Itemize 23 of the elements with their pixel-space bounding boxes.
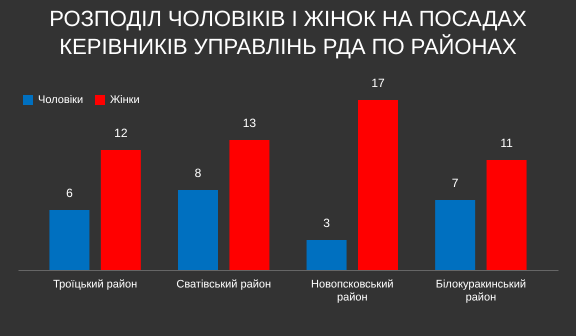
bar — [306, 240, 347, 270]
bar — [178, 190, 218, 270]
bar — [49, 210, 90, 270]
bar — [229, 140, 270, 270]
bar — [486, 160, 527, 270]
x-tick-label: Троїцький район — [53, 278, 138, 290]
data-label: 7 — [452, 176, 459, 190]
x-tick-label: Сватівський район — [176, 278, 272, 290]
x-tick-label: Білокуракинський район — [436, 278, 526, 304]
bar — [358, 100, 398, 270]
data-label: 11 — [500, 136, 514, 150]
legend-label: Жінки — [110, 94, 140, 106]
x-tick-label: Новопсковський район — [311, 278, 394, 304]
data-label: 3 — [323, 216, 330, 230]
data-label: 6 — [66, 186, 74, 200]
data-label: 8 — [194, 166, 202, 180]
data-label: 13 — [242, 116, 256, 130]
legend-label: Чоловіки — [38, 94, 84, 106]
data-label: 12 — [114, 126, 128, 140]
chart-title: РОЗПОДІЛ ЧОЛОВІКІВ І ЖІНОК НА ПОСАДАХ КЕРІВНИКІВ УПРАВЛІНЬ РДА ПО РАЙОНАХ — [49, 6, 528, 59]
bar — [435, 200, 476, 270]
data-label: 17 — [371, 76, 385, 90]
bar — [100, 150, 141, 270]
